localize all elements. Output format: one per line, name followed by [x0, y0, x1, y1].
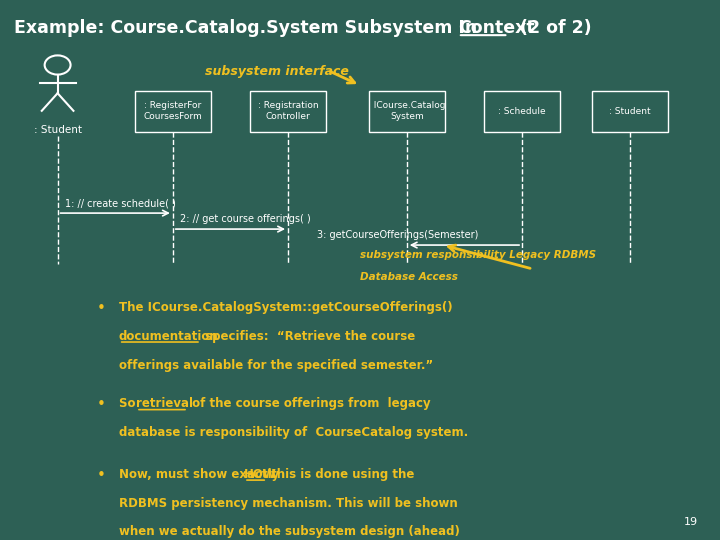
Text: Example: Course.Catalog.System Subsystem In: Example: Course.Catalog.System Subsystem… [14, 19, 484, 37]
Text: (2 of 2): (2 of 2) [508, 19, 592, 37]
Text: offerings available for the specified semester.”: offerings available for the specified se… [119, 359, 433, 372]
Text: The ICourse.CatalogSystem::getCourseOfferings(): The ICourse.CatalogSystem::getCourseOffe… [119, 301, 452, 314]
Text: 2: // get course offerings( ): 2: // get course offerings( ) [180, 214, 311, 224]
Text: Context: Context [458, 19, 534, 37]
Text: 1: // create schedule( ): 1: // create schedule( ) [65, 198, 176, 208]
Text: database is responsibility of  CourseCatalog system.: database is responsibility of CourseCata… [119, 426, 468, 439]
Text: this is done using the: this is done using the [267, 468, 415, 481]
Text: : RegisterFor
CoursesForm: : RegisterFor CoursesForm [143, 102, 202, 122]
Text: •: • [97, 468, 106, 483]
FancyBboxPatch shape [135, 91, 210, 132]
Text: documentation: documentation [119, 330, 219, 343]
Text: 19: 19 [684, 517, 698, 528]
Text: of the course offerings from  legacy: of the course offerings from legacy [188, 397, 431, 410]
Text: So: So [119, 397, 140, 410]
Text: HOW: HOW [244, 468, 277, 481]
Text: : Schedule: : Schedule [498, 107, 546, 116]
Text: subsystem interface: subsystem interface [205, 65, 349, 78]
Text: Database Access: Database Access [360, 272, 458, 282]
Text: •: • [97, 301, 106, 316]
Text: : Student: : Student [34, 125, 81, 135]
Text: 3: getCourseOfferings(Semester): 3: getCourseOfferings(Semester) [317, 230, 478, 240]
Text: Now, must show exactly: Now, must show exactly [119, 468, 283, 481]
Text: : ICourse.Catalog
System: : ICourse.Catalog System [368, 102, 446, 122]
Text: : Registration
Controller: : Registration Controller [258, 102, 318, 122]
FancyBboxPatch shape [251, 91, 325, 132]
Text: subsystem responsibility Legacy RDBMS: subsystem responsibility Legacy RDBMS [360, 251, 596, 260]
FancyBboxPatch shape [369, 91, 444, 132]
Text: when we actually do the subsystem design (ahead): when we actually do the subsystem design… [119, 525, 459, 538]
Text: •: • [97, 397, 106, 413]
Text: RDBMS persistency mechanism. This will be shown: RDBMS persistency mechanism. This will b… [119, 497, 457, 510]
FancyBboxPatch shape [593, 91, 668, 132]
Text: : Student: : Student [609, 107, 651, 116]
Text: retrieval: retrieval [136, 397, 193, 410]
FancyBboxPatch shape [484, 91, 560, 132]
Text: specifies:  “Retrieve the course: specifies: “Retrieve the course [201, 330, 415, 343]
